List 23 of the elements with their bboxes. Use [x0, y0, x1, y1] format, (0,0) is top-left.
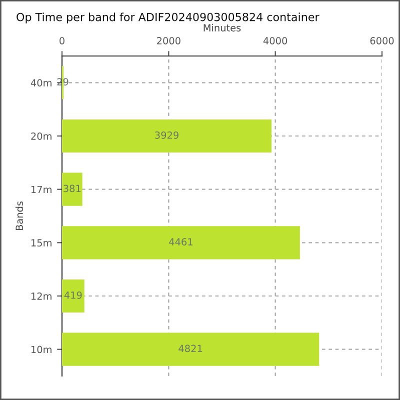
- x-tick-label: 6000: [370, 37, 394, 44]
- y-tick-label: 10m: [32, 346, 52, 354]
- y-tick-label: 12m: [32, 292, 52, 300]
- y-tick-label: 17m: [32, 186, 52, 194]
- y-axis-title: Bands: [15, 201, 23, 230]
- x-tick-label: 0: [60, 37, 64, 44]
- x-tick-label: 2000: [157, 37, 180, 44]
- y-tick-label: 15m: [32, 239, 52, 246]
- chart-title: Op Time per band for ADIF20240903005824 container: [16, 12, 320, 24]
- bar: [62, 119, 272, 153]
- x-tick-label: 4000: [263, 37, 288, 44]
- y-tick-label: 20m: [31, 132, 52, 140]
- y-tick-label: 40m: [30, 79, 52, 86]
- bar: [62, 279, 84, 313]
- data-label: 4461: [169, 238, 192, 246]
- data-label: 4821: [178, 344, 202, 352]
- data-label: 419: [64, 291, 82, 299]
- data-label: 3929: [155, 131, 178, 139]
- x-axis-title: Minutes: [204, 24, 241, 32]
- bar: [62, 332, 320, 366]
- data-label: 381: [64, 184, 81, 192]
- bar: [62, 226, 300, 260]
- bar: [62, 172, 82, 206]
